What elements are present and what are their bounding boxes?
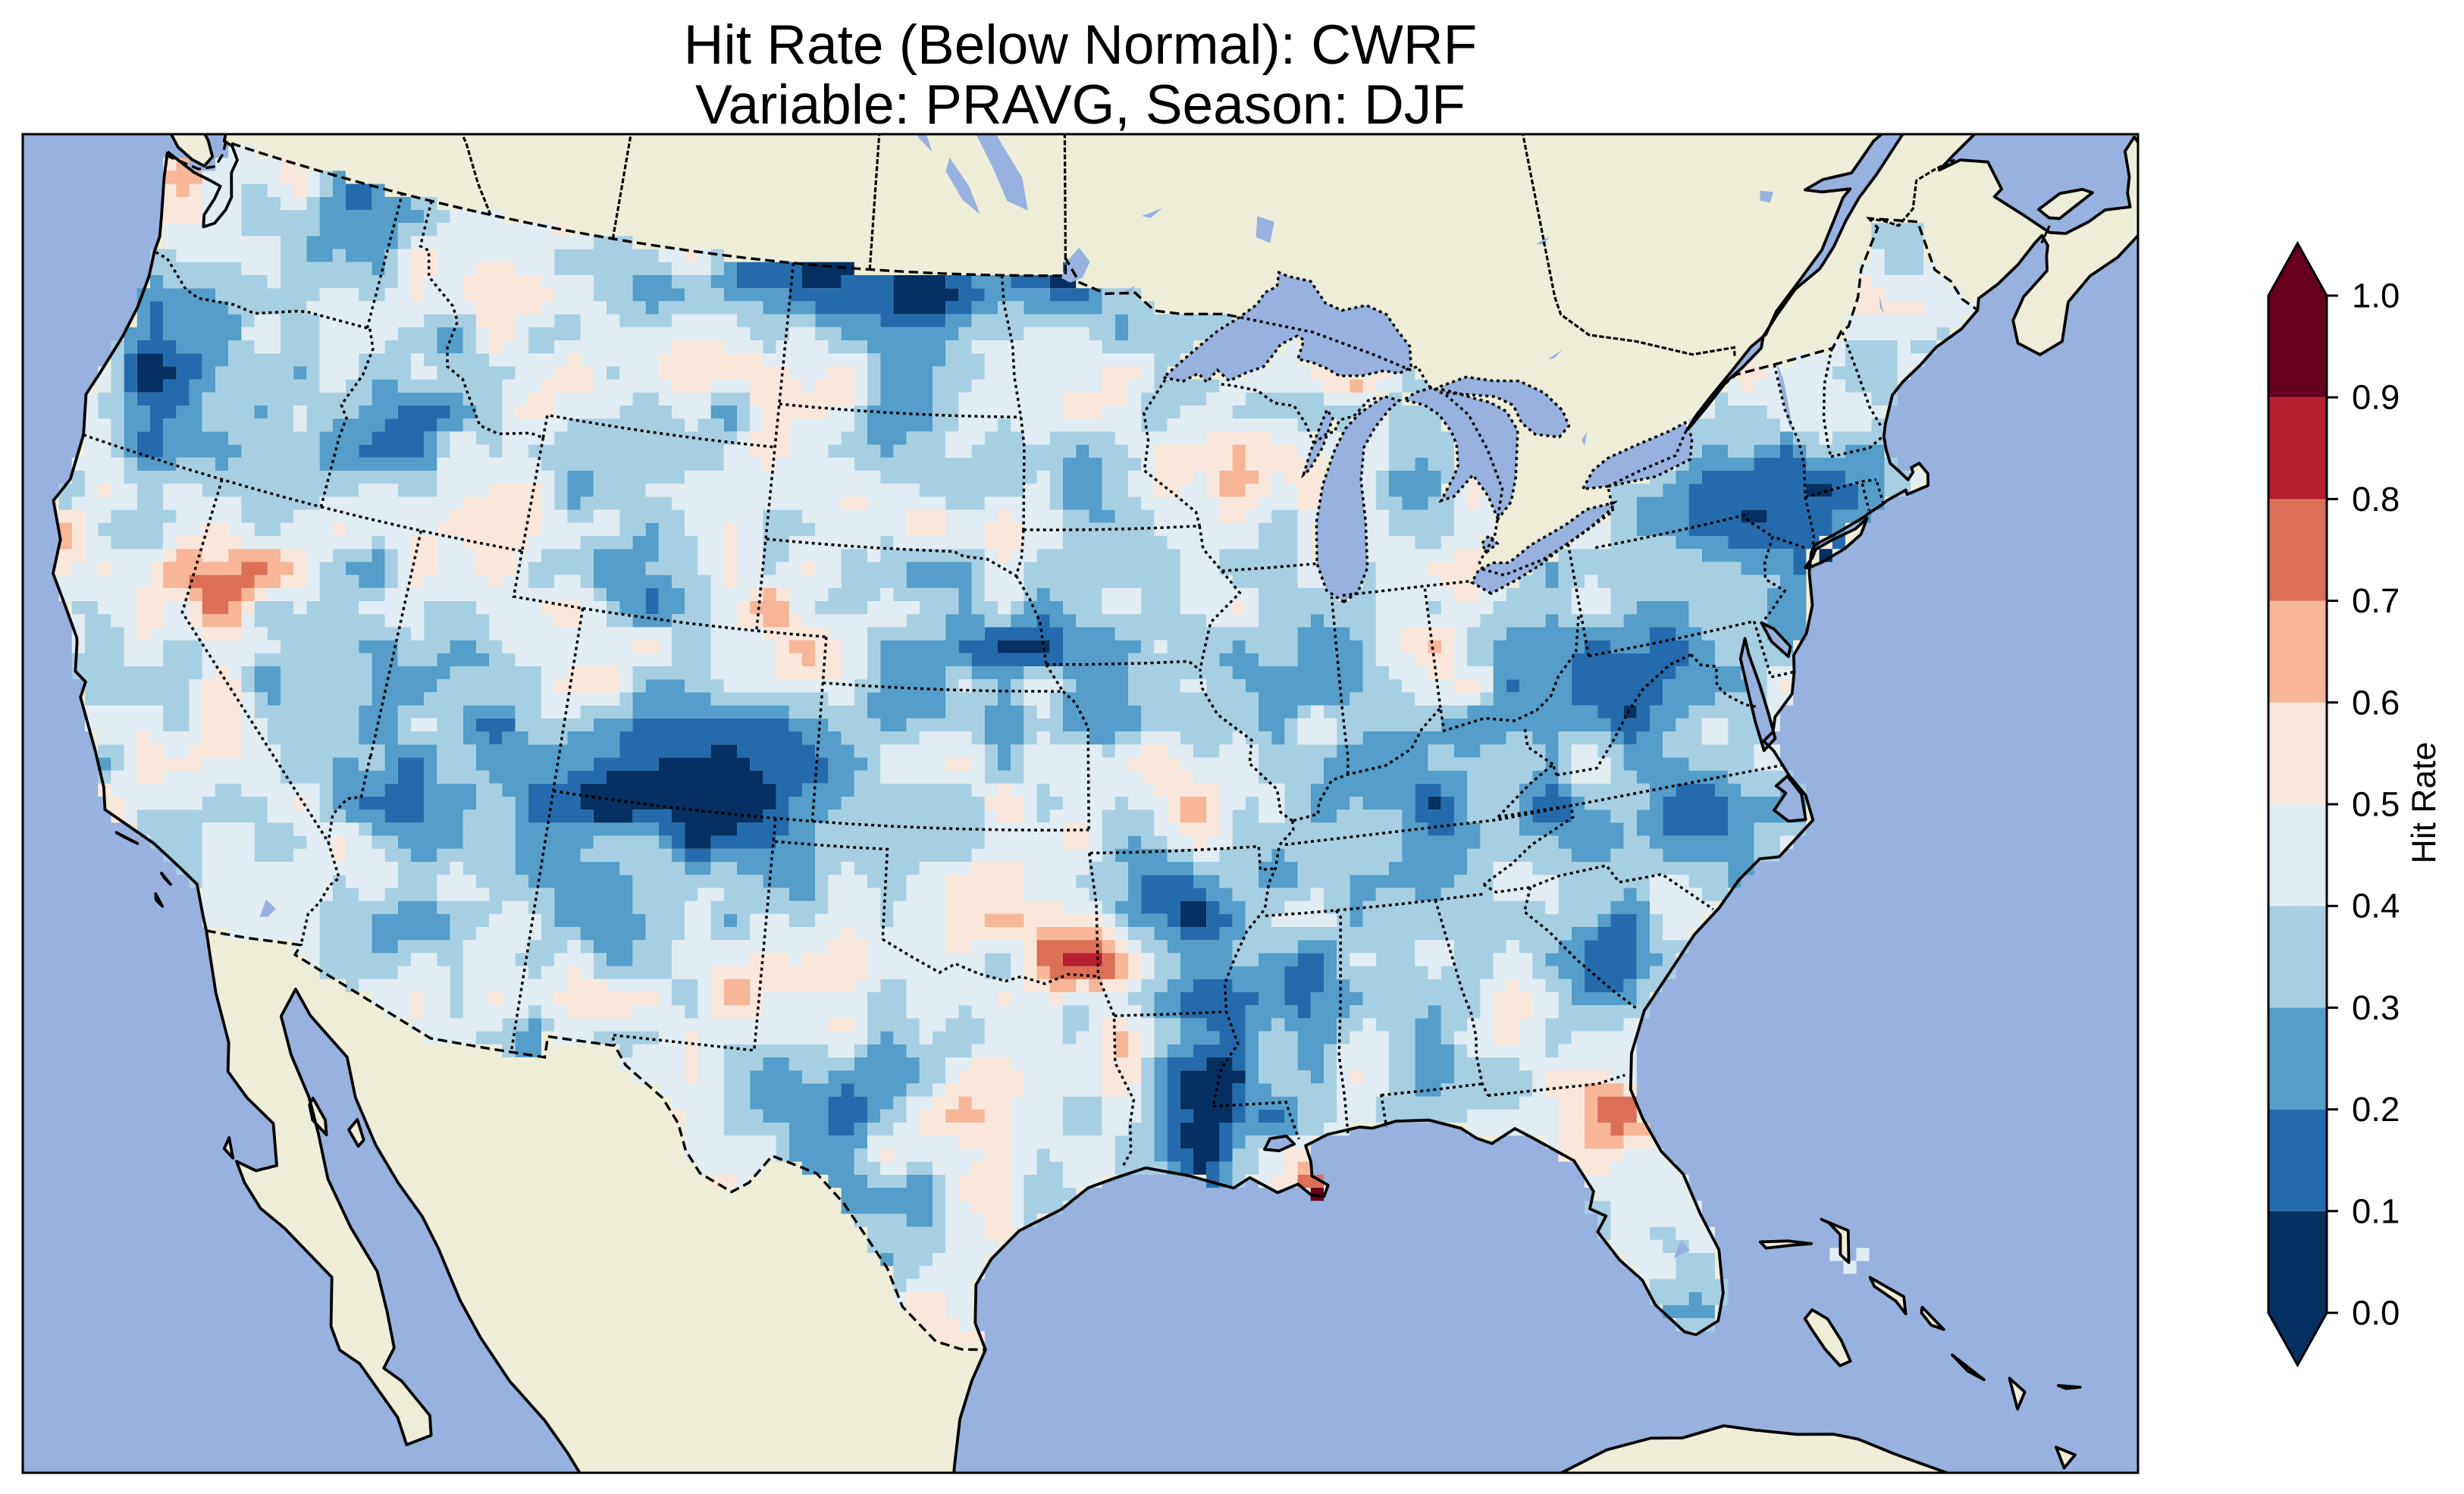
svg-text:0.2: 0.2 xyxy=(2352,1090,2400,1129)
svg-text:1.0: 1.0 xyxy=(2352,277,2400,315)
svg-text:Hit Rate: Hit Rate xyxy=(2406,742,2443,864)
svg-text:0.4: 0.4 xyxy=(2352,887,2400,926)
svg-text:0.5: 0.5 xyxy=(2352,785,2400,824)
svg-text:0.9: 0.9 xyxy=(2352,378,2400,417)
svg-text:0.0: 0.0 xyxy=(2352,1294,2400,1333)
svg-text:Variable: PRAVG, Season: DJF: Variable: PRAVG, Season: DJF xyxy=(695,74,1466,136)
svg-text:0.7: 0.7 xyxy=(2352,581,2400,620)
svg-text:Hit Rate (Below Normal): CWRF: Hit Rate (Below Normal): CWRF xyxy=(684,14,1477,76)
svg-text:0.6: 0.6 xyxy=(2352,683,2400,722)
svg-text:0.3: 0.3 xyxy=(2352,988,2400,1027)
svg-text:0.8: 0.8 xyxy=(2352,480,2400,518)
svg-text:0.1: 0.1 xyxy=(2352,1192,2400,1230)
